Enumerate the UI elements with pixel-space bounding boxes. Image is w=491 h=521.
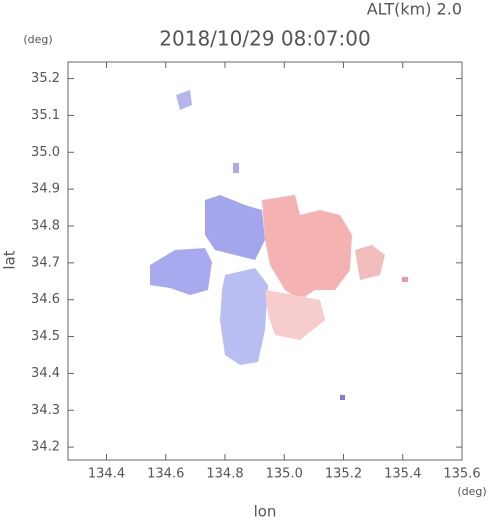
- y-tick-label: 34.6: [31, 292, 60, 307]
- y-tick-label: 35.1: [31, 108, 60, 123]
- radar-echo: [150, 90, 408, 400]
- y-tick-label: 34.8: [31, 218, 60, 233]
- x-tick-label: 134.8: [206, 467, 243, 482]
- y-tick-label: 34.5: [31, 329, 60, 344]
- y-unit: (deg): [23, 33, 52, 46]
- x-tick-label: 134.6: [147, 467, 184, 482]
- plot-frame: [67, 61, 463, 461]
- y-label: lat: [1, 250, 19, 269]
- x-tick-label: 135.4: [384, 467, 421, 482]
- x-unit: (deg): [457, 485, 486, 498]
- y-tick-label: 35.0: [31, 145, 60, 160]
- x-label: lon: [254, 503, 277, 521]
- y-tick-label: 34.2: [31, 440, 60, 455]
- x-tick-label: 134.4: [88, 467, 125, 482]
- x-tick-label: 135.6: [443, 467, 480, 482]
- y-tick-label: 34.4: [31, 366, 60, 381]
- subtitle: ALT(km) 2.0: [367, 0, 462, 19]
- x-tick-label: 135.0: [266, 467, 303, 482]
- chart-title: 2018/10/29 08:07:00: [159, 27, 370, 51]
- x-tick-label: 135.2: [325, 467, 362, 482]
- y-tick-label: 34.3: [31, 403, 60, 418]
- y-tick-label: 34.7: [31, 255, 60, 270]
- y-tick-label: 35.2: [31, 71, 60, 86]
- y-tick-label: 34.9: [31, 182, 60, 197]
